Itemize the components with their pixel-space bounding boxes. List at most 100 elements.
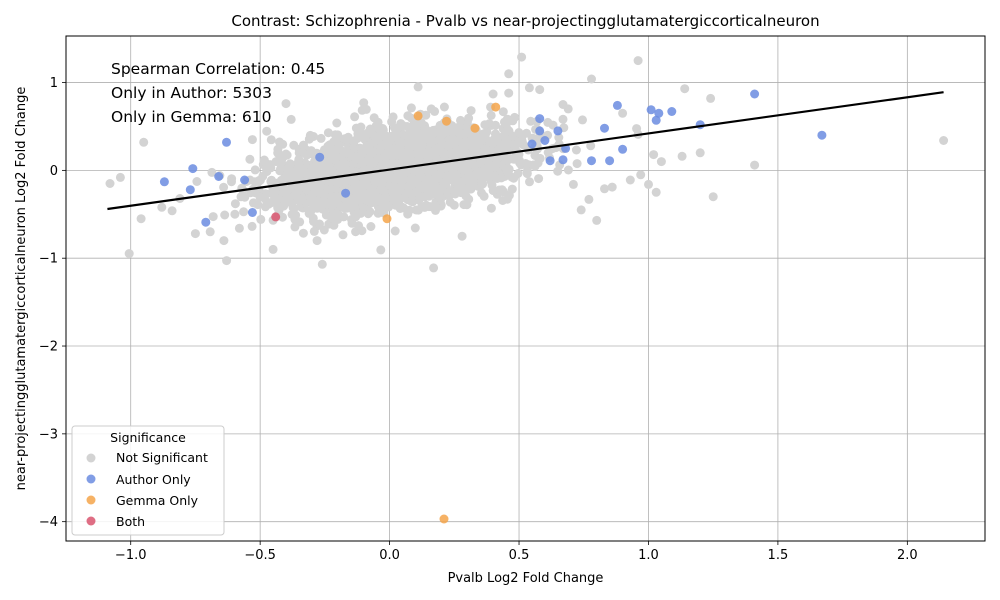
cloud-point xyxy=(439,102,449,112)
point-not-significant xyxy=(625,175,635,185)
cloud-point xyxy=(435,191,445,201)
cloud-point xyxy=(207,167,217,177)
cloud-point xyxy=(254,176,264,185)
cloud-point xyxy=(245,154,255,164)
cloud-point xyxy=(256,214,266,224)
point-not-significant xyxy=(157,202,167,212)
point-not-significant xyxy=(587,74,596,84)
cloud-point xyxy=(479,191,489,201)
point-not-significant xyxy=(286,114,296,124)
cloud-point xyxy=(525,177,534,187)
cloud-point xyxy=(357,158,367,168)
cloud-point xyxy=(425,151,434,161)
cloud-point xyxy=(507,184,517,194)
cloud-point xyxy=(311,169,321,179)
point-not-significant xyxy=(317,259,327,269)
cloud-point xyxy=(486,203,496,213)
point-not-significant xyxy=(558,100,568,109)
cloud-point xyxy=(316,133,326,143)
point-author-only xyxy=(750,89,760,99)
cloud-point xyxy=(409,165,418,175)
point-author-only xyxy=(527,139,537,149)
cloud-point xyxy=(259,155,269,165)
cloud-point xyxy=(266,135,276,145)
cloud-point xyxy=(500,162,510,172)
cloud-point xyxy=(334,143,344,153)
cloud-point xyxy=(398,169,408,179)
cloud-point xyxy=(466,106,476,116)
cloud-point xyxy=(501,155,511,165)
cloud-point xyxy=(278,212,287,222)
cloud-point xyxy=(319,225,329,235)
cloud-point xyxy=(332,118,342,128)
cloud-point xyxy=(301,183,311,193)
cloud-point xyxy=(563,165,573,175)
cloud-point xyxy=(282,186,292,196)
point-not-significant xyxy=(651,187,661,197)
cloud-point xyxy=(247,221,257,231)
cloud-point xyxy=(262,126,272,136)
cloud-point xyxy=(378,185,388,195)
cloud-point xyxy=(462,200,472,210)
point-not-significant xyxy=(167,206,177,216)
point-author-only xyxy=(553,126,563,136)
point-gemma-only xyxy=(439,514,449,524)
y-tick-label: −3 xyxy=(39,427,58,442)
cloud-point xyxy=(346,176,356,186)
point-not-significant xyxy=(190,229,200,239)
y-tick-label: −1 xyxy=(39,252,58,267)
cloud-point xyxy=(388,112,398,122)
cloud-point xyxy=(298,228,308,238)
point-gemma-only xyxy=(413,111,423,121)
point-author-only xyxy=(612,100,622,110)
cloud-point xyxy=(359,202,369,212)
cloud-point xyxy=(554,133,564,142)
cloud-point xyxy=(436,183,446,193)
point-not-significant xyxy=(234,223,244,233)
cloud-point xyxy=(501,134,511,143)
cloud-point xyxy=(377,178,387,188)
cloud-point xyxy=(424,202,434,212)
point-author-only xyxy=(545,156,555,166)
point-gemma-only xyxy=(442,116,451,126)
cloud-point xyxy=(413,174,423,184)
cloud-point xyxy=(381,202,391,212)
y-axis-label: near-projectingglutamatergiccorticalneur… xyxy=(14,87,29,491)
point-author-only xyxy=(540,136,550,145)
cloud-point xyxy=(543,148,553,157)
cloud-point xyxy=(357,226,367,236)
cloud-point xyxy=(366,222,376,231)
point-not-significant xyxy=(618,108,628,118)
cloud-point xyxy=(418,192,427,202)
point-author-only xyxy=(315,152,325,162)
point-author-only xyxy=(201,217,211,227)
point-author-only xyxy=(605,156,615,166)
y-tick-label: −4 xyxy=(39,515,58,530)
cloud-point xyxy=(330,130,340,140)
cloud-point xyxy=(426,104,436,114)
cloud-point xyxy=(586,141,596,151)
cloud-point xyxy=(404,205,414,215)
point-author-only xyxy=(558,155,568,165)
cloud-point xyxy=(275,166,285,176)
point-not-significant xyxy=(105,179,115,188)
cloud-point xyxy=(373,153,383,163)
x-axis-ticks: −1.0 −0.5 0.0 0.5 1.0 1.5 2.0 xyxy=(115,541,918,563)
cloud-point xyxy=(253,200,263,210)
point-not-significant xyxy=(359,98,369,108)
cloud-point xyxy=(124,249,134,259)
cloud-point xyxy=(349,198,359,208)
point-author-only xyxy=(185,185,195,195)
x-tick-label: 0.5 xyxy=(509,548,530,563)
point-not-significant xyxy=(656,157,666,167)
cloud-point xyxy=(291,210,301,220)
legend-label-author-only: Author Only xyxy=(116,472,191,487)
annotation-author-count: Only in Author: 5303 xyxy=(111,84,272,102)
cloud-point xyxy=(486,110,496,120)
legend-label-gemma-only: Gemma Only xyxy=(116,493,199,508)
cloud-point xyxy=(514,128,524,137)
cloud-point xyxy=(299,140,308,150)
legend-box xyxy=(71,425,225,536)
legend-title: Significance xyxy=(110,430,186,445)
cloud-point xyxy=(354,180,364,190)
